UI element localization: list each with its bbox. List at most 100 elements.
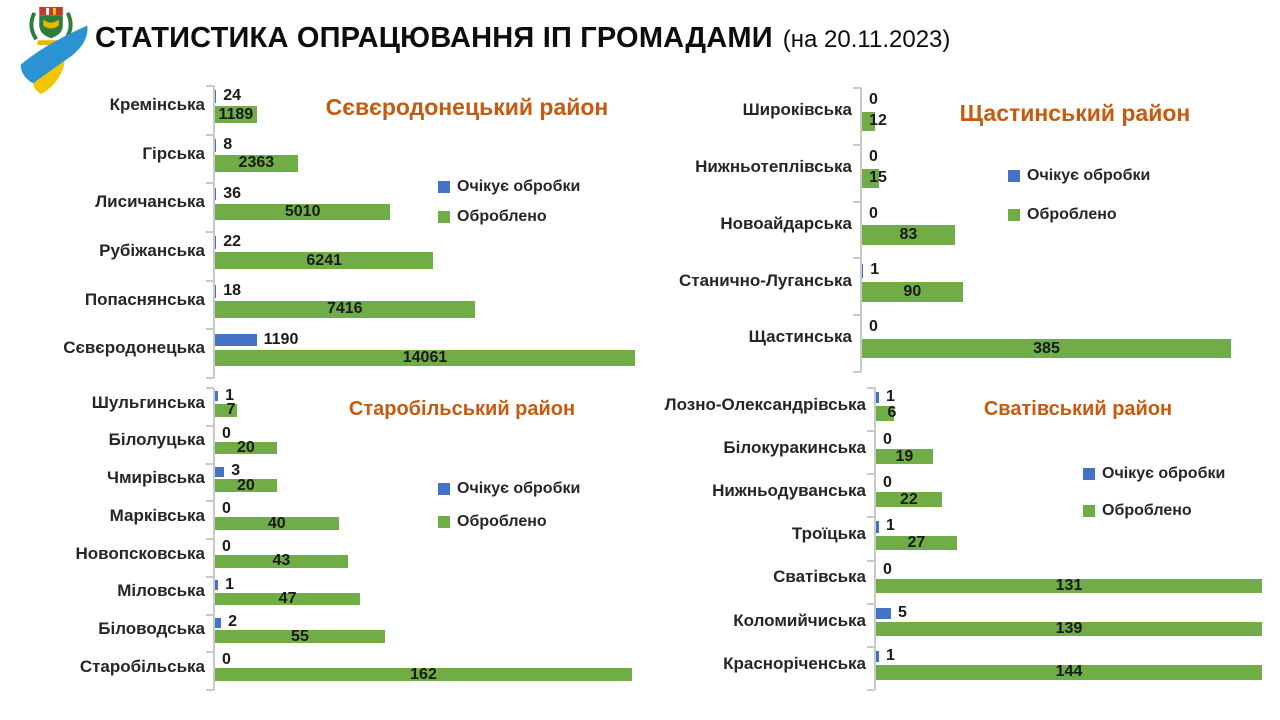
category-label: Станично-Луганська [678,270,852,290]
legend-label: Очікує обробки [457,178,581,195]
category-label: Сватівська [773,567,866,587]
axis-tick [853,201,861,203]
processed-bar [876,449,933,464]
processed-bar [215,403,237,417]
processed-bar [215,554,348,568]
axis-tick [206,463,214,465]
pending-value-label: 1 [885,646,895,664]
pending-bar [215,285,217,298]
axis-tick [206,377,214,379]
pending-legend-swatch-icon [1008,170,1020,182]
processed-bar [862,168,879,188]
legend-item-pending: Очікує обробки [1083,465,1225,483]
processed-bar [876,492,942,508]
y-axis-line [874,388,876,690]
processed-bar [215,349,635,367]
district-chart-4: Лозно-Олександрівська 1 6 Білокуракинська 0 1… [640,387,1272,691]
axis-tick [867,430,875,432]
processed-value-label: 14061 [402,349,448,367]
legend-item-pending: Очікує обробки [1008,167,1150,185]
processed-value-label: 12 [869,112,887,130]
y-axis-line [213,388,215,690]
processed-value-label: 139 [1055,620,1083,638]
processed-bar [215,106,257,123]
chart-title: Щастинський район [959,100,1191,126]
processed-legend-swatch-icon [438,211,450,223]
legend-label: Очікує обробки [1102,465,1226,482]
legend-label: Оброблено [457,208,547,225]
category-label: Новоайдарська [720,213,852,233]
pending-bar [215,187,217,201]
page-title-date: (на 20.11.2023) [782,26,951,53]
axis-tick [206,182,214,184]
pending-value-label: 24 [223,87,241,105]
processed-value-label: 22 [900,490,918,508]
pending-value-label: 5 [897,603,907,621]
axis-tick [206,85,214,87]
category-label: Гірська [142,143,205,163]
pending-value-label: 1 [885,388,895,406]
axis-tick [853,257,861,259]
processed-value-label: 43 [272,552,291,570]
processed-value-label: 19 [895,447,914,465]
pending-legend-swatch-icon [438,181,450,193]
processed-bar [215,630,385,644]
processed-value-label: 40 [267,514,286,532]
processed-legend-swatch-icon [438,516,450,528]
axis-tick [206,387,214,389]
flag-swoosh-blue [20,25,88,84]
processed-value-label: 7 [226,401,236,419]
pending-bar [215,333,257,347]
pending-legend-swatch-icon [1083,468,1095,480]
axis-tick [853,87,861,89]
pending-value-label: 0 [222,500,231,518]
legend-label: Оброблено [457,513,547,530]
processed-bar [876,535,957,551]
processed-value-label: 27 [907,533,926,551]
processed-value-label: 144 [1055,663,1083,681]
category-label: Щастинська [748,327,852,347]
pending-value-label: 1 [885,517,895,535]
category-label: Міловська [117,581,205,601]
page-title: СТАТИСТИКА ОПРАЦЮВАННЯ ІП ГРОМАДАМИ (на 2… [95,22,950,55]
pending-bar [215,466,225,477]
category-label: Нижньотеплівська [695,156,852,176]
axis-tick [206,614,214,616]
pending-value-label: 1190 [263,330,299,348]
pending-value-label: 0 [869,147,878,165]
pending-value-label: 22 [223,233,241,251]
category-label: Шульгинська [91,392,205,412]
pending-value-label: 3 [231,462,241,480]
category-label: Білолуцька [108,430,205,450]
processed-legend-swatch-icon [1083,505,1095,517]
axis-tick [206,538,214,540]
processed-value-label: 5010 [284,203,321,221]
axis-tick [206,576,214,578]
processed-value-label: 55 [291,627,309,645]
category-label: Чмирівська [107,468,205,488]
processed-value-label: 47 [278,590,297,608]
pending-bar [876,607,891,619]
axis-tick [867,387,875,389]
processed-value-label: 131 [1055,577,1083,595]
category-label: Лозно-Олександрівська [664,394,866,414]
axis-tick [206,651,214,653]
processed-bar [215,301,475,318]
y-axis-line [860,88,862,372]
processed-value-label: 2363 [238,154,275,172]
processed-value-label: 90 [903,282,922,300]
axis-tick [853,371,861,373]
pending-value-label: 18 [223,281,241,299]
processed-bar [876,406,894,421]
pending-value-label: 8 [223,135,233,153]
legend-item-processed: Оброблено [1008,206,1117,224]
processed-bar [876,664,1262,680]
axis-tick [867,516,875,518]
category-label: Рубіжанська [99,240,205,260]
pending-bar [215,391,219,402]
axis-tick [206,231,214,233]
pending-value-label: 0 [222,537,231,555]
axis-tick [206,280,214,282]
processed-value-label: 7416 [326,300,363,318]
